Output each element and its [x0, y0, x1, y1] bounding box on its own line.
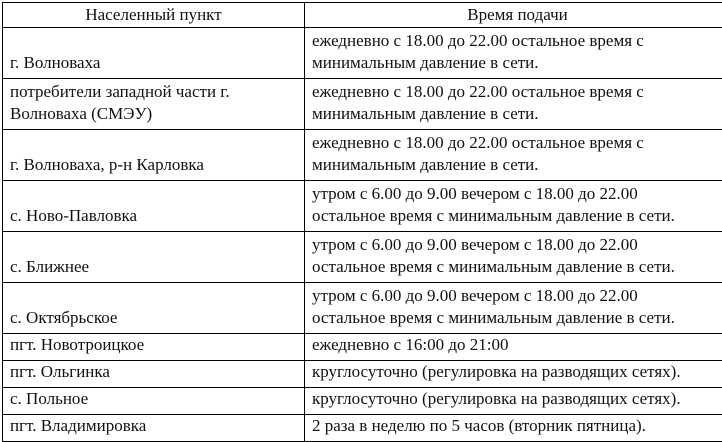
settlement-cell: с. Ближнее: [3, 232, 305, 283]
table-row: пгт. Новотроицкое ежедневно с 16:00 до 2…: [3, 334, 722, 361]
settlement-cell: потребители западной части г. Волноваха …: [3, 79, 305, 130]
settlement-cell: с. Польное: [3, 388, 305, 415]
header-row: Населенный пункт Время подачи: [3, 3, 722, 28]
supply-time-cell: утром с 6.00 до 9.00 вечером с 18.00 до …: [305, 283, 722, 334]
supply-time-cell: утром с 6.00 до 9.00 вечером с 18.00 до …: [305, 181, 722, 232]
table-row: г. Волноваха, р-н Карловка ежедневно с 1…: [3, 130, 722, 181]
supply-time-cell: ежедневно с 18.00 до 22.00 остальное вре…: [305, 79, 722, 130]
supply-time-cell: утром с 6.00 до 9.00 вечером с 18.00 до …: [305, 232, 722, 283]
settlement-cell: пгт. Новотроицкое: [3, 334, 305, 361]
supply-time-cell: круглосуточно (регулировка на разводящих…: [305, 361, 722, 388]
table-row: с. Октябрьское утром с 6.00 до 9.00 вече…: [3, 283, 722, 334]
settlement-cell: г. Волноваха, р-н Карловка: [3, 130, 305, 181]
supply-time-cell: ежедневно с 18.00 до 22.00 остальное вре…: [305, 130, 722, 181]
settlement-cell: г. Волноваха: [3, 28, 305, 79]
table-row: потребители западной части г. Волноваха …: [3, 79, 722, 130]
table-row: г. Волноваха ежедневно с 18.00 до 22.00 …: [3, 28, 722, 79]
supply-time-cell: ежедневно с 18.00 до 22.00 остальное вре…: [305, 28, 722, 79]
supply-time-cell: ежедневно с 16:00 до 21:00: [305, 334, 722, 361]
table-row: пгт. Владимировка 2 раза в неделю по 5 ч…: [3, 415, 722, 442]
settlement-cell: с. Ново-Павловка: [3, 181, 305, 232]
table-row: с. Ново-Павловка утром с 6.00 до 9.00 ве…: [3, 181, 722, 232]
table-row: с. Польное круглосуточно (регулировка на…: [3, 388, 722, 415]
settlement-cell: пгт. Ольгинка: [3, 361, 305, 388]
supply-time-column-header: Время подачи: [305, 3, 722, 28]
supply-time-cell: круглосуточно (регулировка на разводящих…: [305, 388, 722, 415]
table-row: пгт. Ольгинка круглосуточно (регулировка…: [3, 361, 722, 388]
supply-time-cell: 2 раза в неделю по 5 часов (вторник пятн…: [305, 415, 722, 442]
settlement-column-header: Населенный пункт: [3, 3, 305, 28]
table-row: с. Ближнее утром с 6.00 до 9.00 вечером …: [3, 232, 722, 283]
settlement-cell: пгт. Владимировка: [3, 415, 305, 442]
settlement-cell: с. Октябрьское: [3, 283, 305, 334]
